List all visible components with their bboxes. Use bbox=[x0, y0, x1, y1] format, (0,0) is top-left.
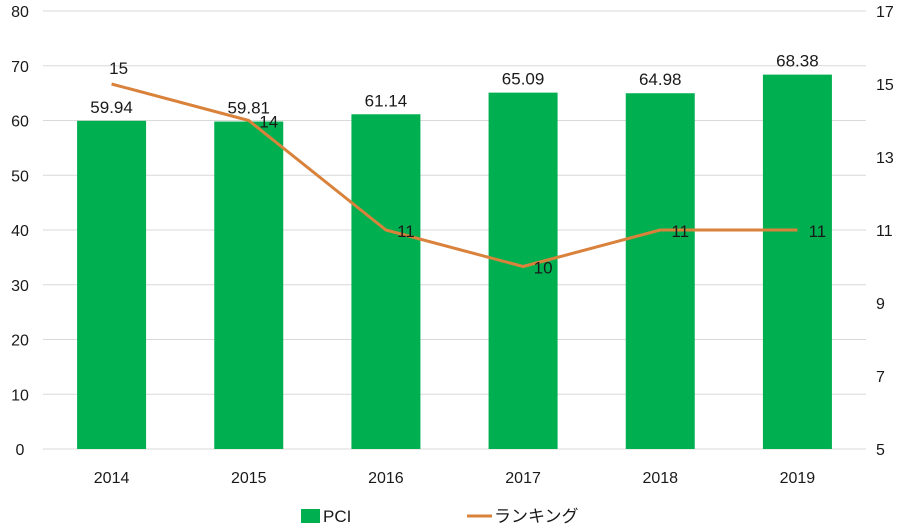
x-axis-ticks: 2014 2015 2016 2017 2018 2019 bbox=[94, 470, 816, 487]
pci-bars bbox=[77, 74, 832, 450]
ranking-data-label: 11 bbox=[809, 222, 827, 241]
legend-pci-label: PCI bbox=[323, 507, 351, 526]
pci-data-label: 59.81 bbox=[227, 99, 270, 118]
ranking-data-label: 11 bbox=[397, 222, 415, 241]
pci-bar bbox=[77, 120, 147, 450]
ranking-line bbox=[111, 82, 798, 268]
left-axis-tick-label: 20 bbox=[11, 333, 29, 350]
pci-bar bbox=[488, 92, 558, 449]
pci-data-label: 59.94 bbox=[90, 98, 133, 117]
pci-data-label: 61.14 bbox=[365, 91, 408, 110]
right-axis-tick-label: 7 bbox=[876, 369, 885, 386]
x-axis-tick-label: 2016 bbox=[368, 470, 404, 487]
pci-data-labels: 59.94 59.81 61.14 65.09 64.98 68.38 bbox=[90, 52, 818, 118]
left-axis-tick-label: 50 bbox=[11, 168, 29, 185]
gridlines bbox=[43, 10, 866, 450]
x-axis-tick-label: 2019 bbox=[780, 470, 816, 487]
left-axis-tick-label: 30 bbox=[11, 278, 29, 295]
x-axis-tick-label: 2014 bbox=[94, 470, 130, 487]
left-axis-tick-label: 70 bbox=[11, 59, 29, 76]
left-axis-tick-label: 60 bbox=[11, 114, 29, 131]
pci-data-label: 64.98 bbox=[639, 70, 682, 89]
pci-bar bbox=[625, 93, 695, 449]
x-axis-tick-label: 2015 bbox=[231, 470, 267, 487]
pci-bar bbox=[214, 121, 284, 449]
left-axis-tick-label: 0 bbox=[16, 442, 25, 459]
x-axis-tick-label: 2018 bbox=[642, 470, 678, 487]
left-axis-tick-label: 40 bbox=[11, 223, 29, 240]
ranking-data-label: 15 bbox=[109, 59, 128, 78]
right-axis-ticks: 5 7 9 11 13 15 17 bbox=[876, 4, 894, 459]
pci-data-label: 68.38 bbox=[776, 52, 819, 71]
left-axis-tick-label: 10 bbox=[11, 387, 29, 404]
x-axis-tick-label: 2017 bbox=[505, 470, 541, 487]
right-axis-tick-label: 5 bbox=[876, 442, 885, 459]
right-axis-tick-label: 15 bbox=[876, 77, 894, 94]
right-axis-tick-label: 9 bbox=[876, 296, 885, 313]
legend: PCI ランキング bbox=[301, 507, 579, 526]
right-axis-tick-label: 17 bbox=[876, 4, 894, 21]
pci-bar bbox=[762, 74, 832, 449]
legend-pci-swatch bbox=[301, 509, 320, 523]
ranking-data-label: 11 bbox=[671, 222, 689, 241]
ranking-data-label: 10 bbox=[534, 259, 553, 278]
left-axis-tick-label: 80 bbox=[11, 4, 29, 21]
pci-data-label: 65.09 bbox=[502, 70, 545, 89]
ranking-data-label: 14 bbox=[259, 113, 278, 132]
left-axis-ticks: 0 10 20 30 40 50 60 70 80 bbox=[11, 4, 29, 459]
right-axis-tick-label: 13 bbox=[876, 150, 894, 167]
ranking-data-labels: 15 14 11 10 11 11 bbox=[109, 59, 826, 278]
legend-ranking-label: ランキング bbox=[494, 507, 579, 526]
right-axis-tick-label: 11 bbox=[876, 223, 893, 240]
pci-bar bbox=[351, 114, 421, 450]
